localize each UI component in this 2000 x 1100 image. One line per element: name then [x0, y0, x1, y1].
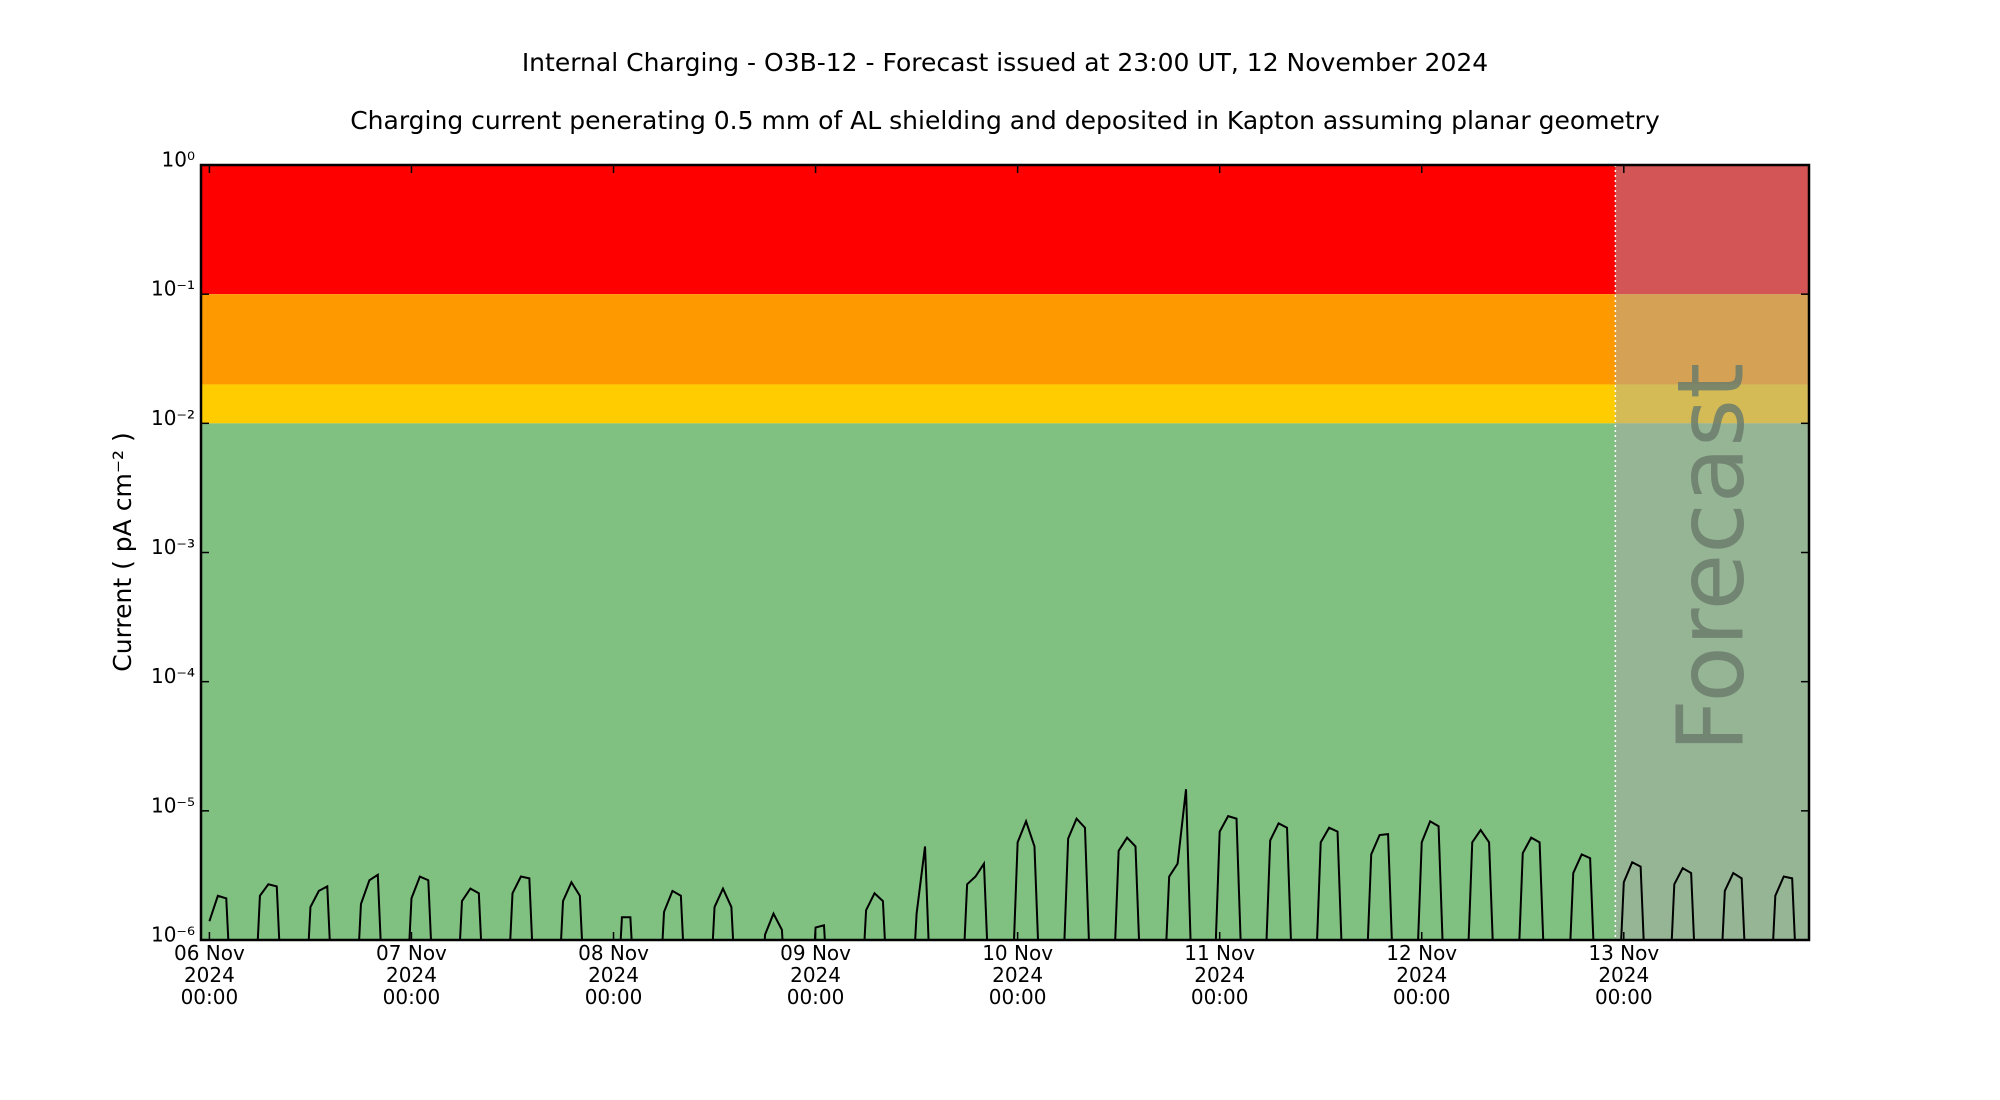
threshold-band	[201, 165, 1809, 295]
y-tick-label: 10⁻³	[151, 535, 195, 559]
forecast-region	[1615, 165, 1809, 940]
x-tick-label: 08 Nov 2024 00:00	[578, 941, 649, 1009]
data-line	[208, 789, 1796, 940]
x-tick-label: 11 Nov 2024 00:00	[1184, 941, 1256, 1009]
chart-subtitle: Charging current penerating 0.5 mm of AL…	[350, 106, 1660, 135]
y-tick-label: 10⁻²	[151, 406, 195, 430]
y-tick-label: 10⁻¹	[151, 277, 195, 301]
x-tick-label: 09 Nov 2024 00:00	[780, 941, 851, 1009]
y-tick-label: 10⁻⁶	[151, 923, 195, 947]
x-tick-label: 10 Nov 2024 00:00	[982, 941, 1054, 1009]
x-tick-label: 06 Nov 2024 00:00	[173, 941, 245, 1009]
x-tick-label: 07 Nov 2024 00:00	[376, 941, 447, 1009]
y-axis-label: Current ( pA cm⁻² )	[108, 432, 137, 671]
x-tick-label: 12 Nov 2024 00:00	[1386, 941, 1458, 1009]
data-line-group	[208, 789, 1796, 940]
y-tick-label: 10⁻⁴	[151, 664, 195, 688]
threshold-band	[201, 384, 1809, 424]
threshold-band	[201, 423, 1809, 940]
y-tick-label: 10⁰	[162, 148, 195, 172]
forecast-label: Forecast	[1658, 363, 1765, 752]
threshold-band	[201, 294, 1809, 385]
y-tick-label: 10⁻⁵	[151, 793, 195, 817]
chart-title: Internal Charging - O3B-12 - Forecast is…	[522, 48, 1488, 77]
x-tick-label: 13 Nov 2024 00:00	[1588, 941, 1660, 1009]
